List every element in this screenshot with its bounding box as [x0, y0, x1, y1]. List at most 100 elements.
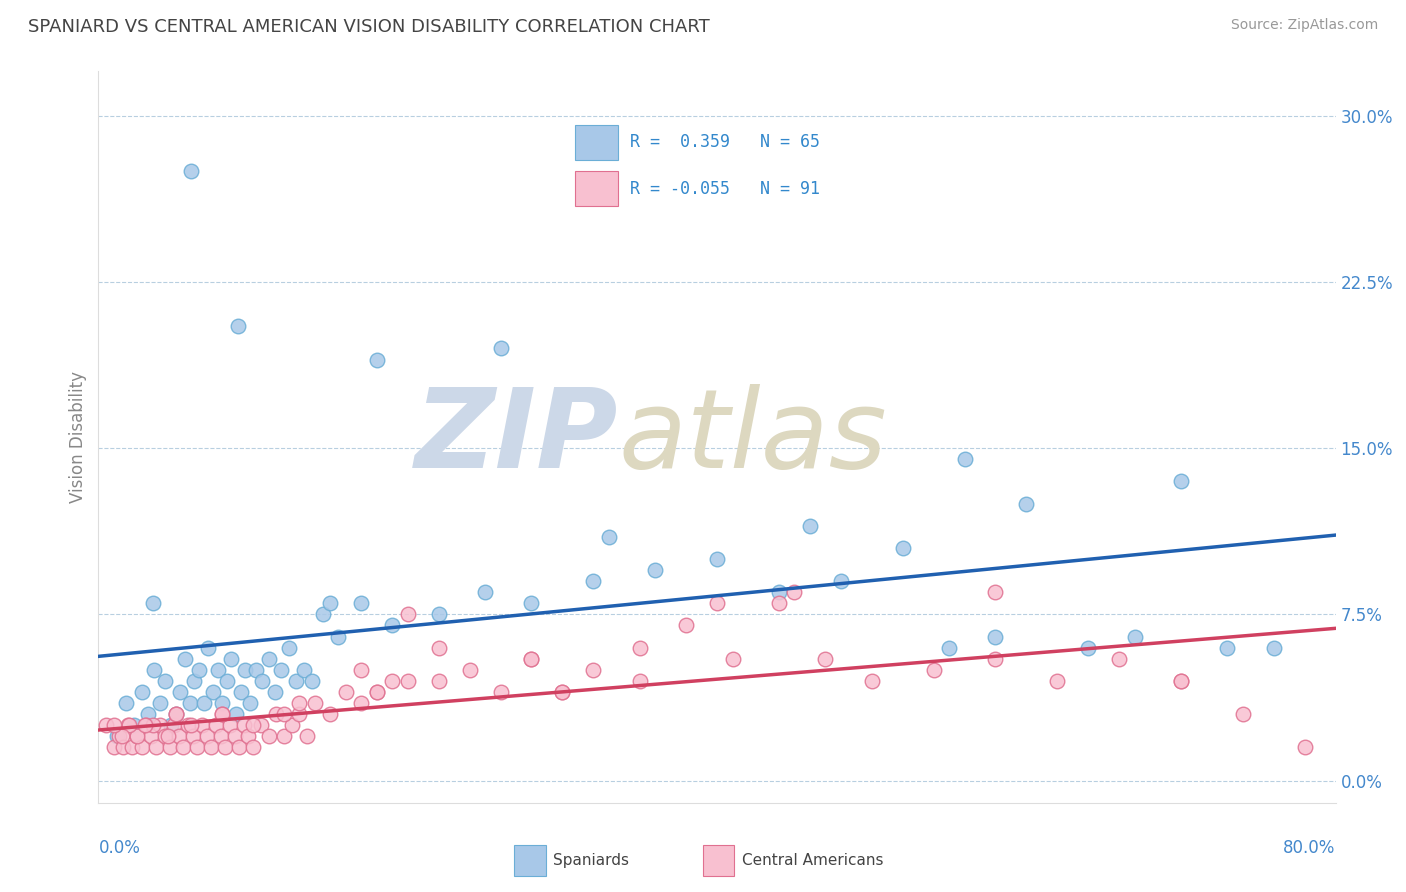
Point — [292, 663, 315, 677]
Point — [1108, 651, 1130, 665]
Point — [1263, 640, 1285, 655]
Point — [938, 640, 960, 655]
Point — [598, 530, 620, 544]
Text: R =  0.359   N = 65: R = 0.359 N = 65 — [630, 134, 821, 152]
Point — [551, 685, 574, 699]
Point — [628, 673, 651, 688]
Point — [177, 718, 200, 732]
Point — [180, 718, 202, 732]
Point — [239, 696, 262, 710]
Point — [706, 552, 728, 566]
Point — [830, 574, 852, 589]
Point — [301, 673, 323, 688]
Point — [139, 729, 162, 743]
Point — [312, 607, 335, 622]
Point — [111, 729, 132, 743]
Point — [381, 618, 404, 632]
Point — [183, 673, 205, 688]
Point — [153, 729, 176, 743]
Point — [335, 685, 357, 699]
Point — [984, 630, 1007, 644]
Point — [238, 729, 260, 743]
Point — [105, 729, 128, 743]
Point — [628, 640, 651, 655]
Point — [235, 663, 257, 677]
Text: 0.0%: 0.0% — [98, 839, 141, 857]
Point — [953, 452, 976, 467]
Point — [205, 718, 228, 732]
Point — [122, 718, 145, 732]
Point — [984, 651, 1007, 665]
Point — [136, 707, 159, 722]
Point — [103, 740, 125, 755]
Point — [225, 707, 247, 722]
Point — [277, 640, 299, 655]
Point — [706, 596, 728, 610]
Point — [326, 630, 350, 644]
Point — [112, 740, 135, 755]
Point — [768, 596, 790, 610]
Point — [427, 673, 450, 688]
Point — [520, 651, 543, 665]
Point — [520, 651, 543, 665]
Point — [229, 685, 252, 699]
Point — [273, 729, 295, 743]
Point — [257, 651, 280, 665]
Point — [1015, 497, 1038, 511]
Point — [288, 696, 311, 710]
Point — [211, 707, 233, 722]
Point — [1170, 673, 1192, 688]
Point — [145, 740, 167, 755]
Point — [396, 607, 419, 622]
Point — [226, 319, 249, 334]
Point — [281, 718, 304, 732]
Point — [489, 685, 512, 699]
Point — [768, 585, 790, 599]
Point — [474, 585, 496, 599]
Point — [264, 707, 288, 722]
Point — [1170, 673, 1192, 688]
Point — [141, 596, 165, 610]
Point — [193, 696, 215, 710]
Point — [221, 651, 243, 665]
Point — [181, 729, 204, 743]
Point — [169, 685, 191, 699]
Text: SPANIARD VS CENTRAL AMERICAN VISION DISABILITY CORRELATION CHART: SPANIARD VS CENTRAL AMERICAN VISION DISA… — [28, 18, 710, 36]
Point — [242, 718, 264, 732]
Point — [860, 673, 883, 688]
Point — [644, 563, 666, 577]
Point — [180, 164, 202, 178]
Point — [263, 685, 285, 699]
Point — [96, 718, 118, 732]
Point — [288, 707, 311, 722]
Point — [366, 352, 388, 367]
Point — [458, 663, 481, 677]
Point — [188, 663, 211, 677]
Point — [163, 718, 186, 732]
Point — [179, 696, 201, 710]
Point — [149, 696, 172, 710]
Point — [381, 673, 404, 688]
Point — [350, 596, 373, 610]
Bar — [703, 846, 734, 876]
Point — [1077, 640, 1099, 655]
Point — [922, 663, 945, 677]
Point — [582, 663, 605, 677]
Point — [520, 596, 543, 610]
Point — [242, 740, 264, 755]
Point — [427, 640, 450, 655]
Point — [153, 673, 176, 688]
Text: 80.0%: 80.0% — [1284, 839, 1336, 857]
Bar — [575, 171, 619, 206]
Point — [245, 663, 267, 677]
Point — [200, 740, 222, 755]
Point — [783, 585, 806, 599]
Point — [167, 729, 190, 743]
Point — [157, 729, 180, 743]
Point — [214, 740, 236, 755]
Point — [319, 596, 342, 610]
Point — [273, 707, 295, 722]
Point — [127, 729, 149, 743]
Point — [107, 729, 129, 743]
Point — [582, 574, 605, 589]
